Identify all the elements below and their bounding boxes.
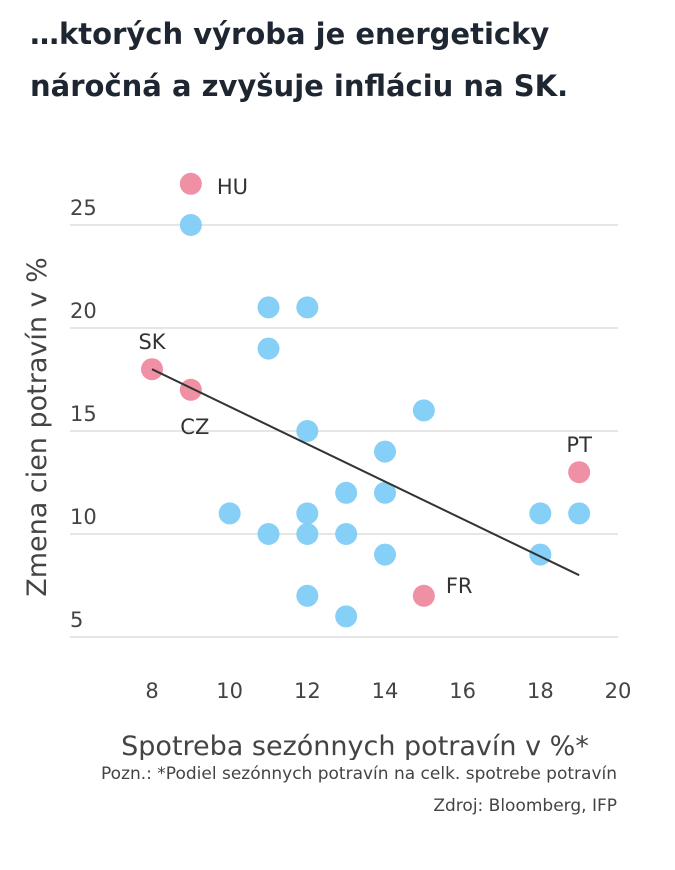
data-point <box>296 420 319 442</box>
data-point <box>257 523 280 545</box>
trendline <box>151 368 580 577</box>
data-point <box>374 481 396 504</box>
footnote: Pozn.: *Podiel sezónnych potravín na cel… <box>101 764 617 784</box>
data-point <box>568 502 591 525</box>
data-point <box>296 523 319 545</box>
scatter-chart: 5 10 15 20 25 8 10 12 14 16 18 20 Spotreba sezónnych… <box>22 172 632 760</box>
data-point <box>218 502 241 525</box>
data-point-pt <box>568 461 591 484</box>
y-tick-label: 5 <box>70 608 83 632</box>
x-tick-label: 16 <box>449 679 476 703</box>
source-label: Zdroj: Bloomberg, IFP <box>433 796 617 816</box>
x-tick-label: 8 <box>145 679 158 703</box>
x-tick-label: 20 <box>605 679 632 703</box>
y-tick-label: 25 <box>70 196 97 220</box>
data-point <box>296 502 319 525</box>
y-tick-label: 10 <box>70 505 97 529</box>
data-point <box>335 523 358 545</box>
data-point <box>335 481 358 504</box>
y-axis-label: Zmena cien potravín v % <box>22 257 53 597</box>
point-label-hu: HU <box>217 175 248 199</box>
data-point-cz <box>179 378 202 401</box>
y-tick-label: 15 <box>70 402 97 426</box>
data-point <box>179 214 202 236</box>
data-point <box>296 584 319 607</box>
x-tick-label: 10 <box>216 679 243 703</box>
data-point <box>257 296 280 319</box>
data-point <box>412 399 435 422</box>
data-point <box>529 502 552 525</box>
chart-notes: Pozn.: *Podiel sezónnych potravín na cel… <box>57 758 617 822</box>
x-tick-label: 12 <box>294 679 321 703</box>
data-point <box>529 543 552 566</box>
data-point <box>374 543 396 566</box>
y-tick-label: 20 <box>70 299 97 323</box>
point-label-sk: SK <box>138 330 166 354</box>
data-point <box>374 440 396 463</box>
data-point <box>335 605 358 628</box>
data-point <box>257 337 280 360</box>
point-label-cz: CZ <box>180 415 209 439</box>
data-point <box>296 296 319 319</box>
x-tick-label: 18 <box>527 679 554 703</box>
point-label-fr: FR <box>446 574 473 598</box>
data-point-hu <box>179 172 202 195</box>
x-tick-label: 14 <box>372 679 399 703</box>
chart-title: …ktorých výroba je energeticky náročná a… <box>30 17 569 103</box>
data-point-fr <box>412 584 435 607</box>
x-axis-label: Spotreba sezónnych potravín v %* <box>121 731 589 760</box>
point-label-pt: PT <box>566 433 592 457</box>
